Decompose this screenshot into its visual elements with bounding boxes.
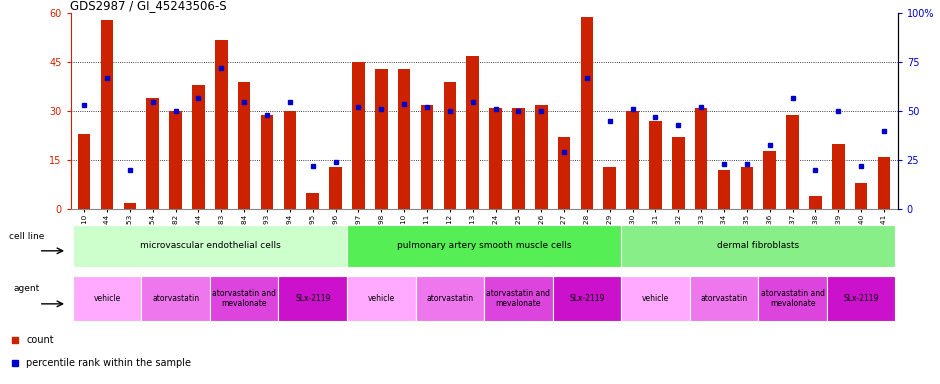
Text: SLx-2119: SLx-2119 <box>295 294 330 303</box>
Bar <box>210 276 278 321</box>
Text: vehicle: vehicle <box>368 294 395 303</box>
Bar <box>718 170 730 209</box>
Bar <box>878 157 890 209</box>
Bar <box>124 203 136 209</box>
Bar <box>141 276 210 321</box>
Bar <box>466 56 479 209</box>
Text: pulmonary artery smooth muscle cells: pulmonary artery smooth muscle cells <box>397 241 572 250</box>
Bar <box>695 108 708 209</box>
Bar <box>581 17 593 209</box>
Bar <box>192 85 205 209</box>
Text: atorvastatin: atorvastatin <box>152 294 199 303</box>
Bar <box>444 82 456 209</box>
Bar <box>489 108 502 209</box>
Bar <box>626 111 639 209</box>
Bar <box>763 151 776 209</box>
Bar <box>101 20 114 209</box>
Bar <box>827 276 896 321</box>
Bar <box>375 69 387 209</box>
Bar <box>786 114 799 209</box>
Bar <box>621 225 896 267</box>
Text: atorvastatin: atorvastatin <box>700 294 747 303</box>
Bar <box>284 111 296 209</box>
Text: GDS2987 / GI_45243506-S: GDS2987 / GI_45243506-S <box>70 0 227 12</box>
Bar <box>72 225 347 267</box>
Bar <box>557 137 571 209</box>
Bar <box>347 276 415 321</box>
Bar <box>398 69 411 209</box>
Bar <box>854 183 868 209</box>
Text: SLx-2119: SLx-2119 <box>843 294 879 303</box>
Text: vehicle: vehicle <box>93 294 120 303</box>
Text: atorvastatin and
mevalonate: atorvastatin and mevalonate <box>486 289 551 308</box>
Text: SLx-2119: SLx-2119 <box>570 294 604 303</box>
Bar <box>672 137 684 209</box>
Text: dermal fibroblasts: dermal fibroblasts <box>717 241 799 250</box>
Bar <box>650 121 662 209</box>
Bar <box>352 62 365 209</box>
Bar <box>415 276 484 321</box>
Bar <box>215 40 227 209</box>
Bar <box>238 82 250 209</box>
Bar <box>484 276 553 321</box>
Bar <box>535 105 547 209</box>
Text: cell line: cell line <box>9 232 44 241</box>
Text: atorvastatin: atorvastatin <box>426 294 474 303</box>
Bar <box>347 225 621 267</box>
Text: vehicle: vehicle <box>642 294 669 303</box>
Bar <box>690 276 759 321</box>
Bar <box>809 196 822 209</box>
Bar <box>759 276 827 321</box>
Bar <box>72 276 141 321</box>
Bar <box>78 134 90 209</box>
Bar <box>278 276 347 321</box>
Text: atorvastatin and
mevalonate: atorvastatin and mevalonate <box>760 289 824 308</box>
Bar <box>621 276 690 321</box>
Text: percentile rank within the sample: percentile rank within the sample <box>26 358 192 368</box>
Bar <box>260 114 274 209</box>
Text: count: count <box>26 335 54 345</box>
Bar <box>741 167 753 209</box>
Text: microvascular endothelial cells: microvascular endothelial cells <box>139 241 280 250</box>
Bar <box>603 167 616 209</box>
Bar <box>832 144 844 209</box>
Text: agent: agent <box>14 284 39 293</box>
Bar <box>553 276 621 321</box>
Bar <box>512 108 525 209</box>
Bar <box>306 193 319 209</box>
Bar <box>421 105 433 209</box>
Bar <box>147 98 159 209</box>
Bar <box>169 111 182 209</box>
Bar <box>329 167 342 209</box>
Text: atorvastatin and
mevalonate: atorvastatin and mevalonate <box>212 289 276 308</box>
